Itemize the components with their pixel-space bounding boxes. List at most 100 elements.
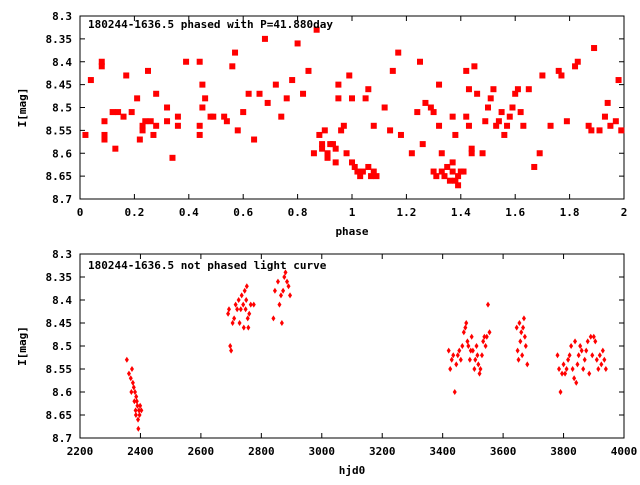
data-point xyxy=(120,113,127,120)
data-point xyxy=(452,177,459,184)
data-point xyxy=(478,366,483,372)
data-point xyxy=(520,122,527,129)
data-point xyxy=(335,95,342,102)
data-point xyxy=(515,347,520,354)
data-point xyxy=(438,168,445,175)
data-point xyxy=(139,122,146,129)
data-point xyxy=(359,168,366,175)
data-point xyxy=(279,320,284,326)
data-point xyxy=(516,356,521,363)
data-point xyxy=(275,278,280,285)
data-point xyxy=(557,366,562,372)
data-point xyxy=(427,104,434,111)
data-point xyxy=(531,163,538,170)
data-point xyxy=(525,86,532,93)
data-point xyxy=(498,109,505,116)
data-point xyxy=(174,113,181,120)
data-point xyxy=(487,329,492,336)
x-tick-label: 3800 xyxy=(550,445,577,458)
data-point xyxy=(465,122,472,129)
data-point xyxy=(449,113,456,120)
x-tick-label: 2200 xyxy=(67,445,94,458)
data-point xyxy=(461,329,466,336)
x-tick-label: 1.6 xyxy=(505,206,525,219)
data-point xyxy=(558,389,563,395)
data-point xyxy=(230,320,235,326)
data-point xyxy=(581,366,586,372)
chart-title: 180244-1636.5 phased with P=41.880day xyxy=(88,18,333,31)
y-tick-label: 8.3 xyxy=(52,248,72,261)
data-point xyxy=(594,356,599,363)
data-point xyxy=(465,338,470,345)
data-point xyxy=(221,113,228,120)
data-point xyxy=(109,109,116,116)
data-point xyxy=(458,356,463,363)
data-point xyxy=(115,109,122,116)
x-tick-label: 2800 xyxy=(248,445,275,458)
data-point xyxy=(235,306,240,313)
data-point xyxy=(244,297,249,303)
data-point xyxy=(365,86,372,93)
data-point xyxy=(475,352,480,359)
y-tick-label: 8.65 xyxy=(46,409,73,422)
data-point xyxy=(244,283,249,290)
data-point xyxy=(419,141,426,148)
data-point xyxy=(468,347,473,354)
data-point xyxy=(245,315,250,322)
data-point xyxy=(319,141,326,148)
data-point xyxy=(164,118,171,125)
data-point xyxy=(319,145,326,152)
data-point xyxy=(313,26,320,33)
data-point xyxy=(232,49,239,56)
data-point xyxy=(247,310,252,317)
x-tick-label: 1 xyxy=(349,206,356,219)
data-point xyxy=(536,150,543,157)
data-point xyxy=(603,366,608,372)
data-point xyxy=(223,118,230,125)
data-point xyxy=(574,58,581,65)
data-point xyxy=(288,292,293,299)
data-point xyxy=(466,343,471,349)
data-point xyxy=(98,63,105,70)
x-tick-label: 3600 xyxy=(490,445,517,458)
data-point xyxy=(455,182,462,189)
data-point xyxy=(596,127,603,134)
plot-frame xyxy=(79,15,625,200)
data-point xyxy=(436,81,443,88)
data-point xyxy=(332,159,339,166)
data-point xyxy=(566,356,571,363)
data-point xyxy=(272,287,277,294)
data-point xyxy=(370,122,377,129)
data-point xyxy=(278,292,283,299)
data-point xyxy=(101,131,108,138)
x-tick-label: 0.4 xyxy=(179,206,199,219)
data-point xyxy=(338,127,345,134)
data-point xyxy=(563,370,568,377)
data-point xyxy=(261,35,268,42)
data-point xyxy=(305,67,312,74)
data-point xyxy=(82,131,89,138)
data-point xyxy=(199,81,206,88)
data-point xyxy=(451,352,456,359)
data-point xyxy=(147,118,154,125)
data-point xyxy=(585,338,590,345)
data-point xyxy=(137,412,142,418)
y-tick-label: 8.35 xyxy=(46,33,73,46)
y-axis-label: I[mag] xyxy=(16,326,29,366)
x-tick-label: 2400 xyxy=(127,445,154,458)
data-point xyxy=(354,168,361,175)
data-point xyxy=(136,425,141,432)
data-point xyxy=(463,113,470,120)
y-tick-label: 8.6 xyxy=(52,147,72,160)
data-point xyxy=(277,301,282,308)
data-point xyxy=(569,343,574,349)
data-point xyxy=(136,136,143,143)
data-point xyxy=(278,113,285,120)
data-point xyxy=(578,343,583,349)
data-point xyxy=(240,109,247,116)
data-point xyxy=(289,77,296,84)
data-point xyxy=(446,347,451,354)
data-point xyxy=(196,131,203,138)
data-point xyxy=(349,95,355,102)
